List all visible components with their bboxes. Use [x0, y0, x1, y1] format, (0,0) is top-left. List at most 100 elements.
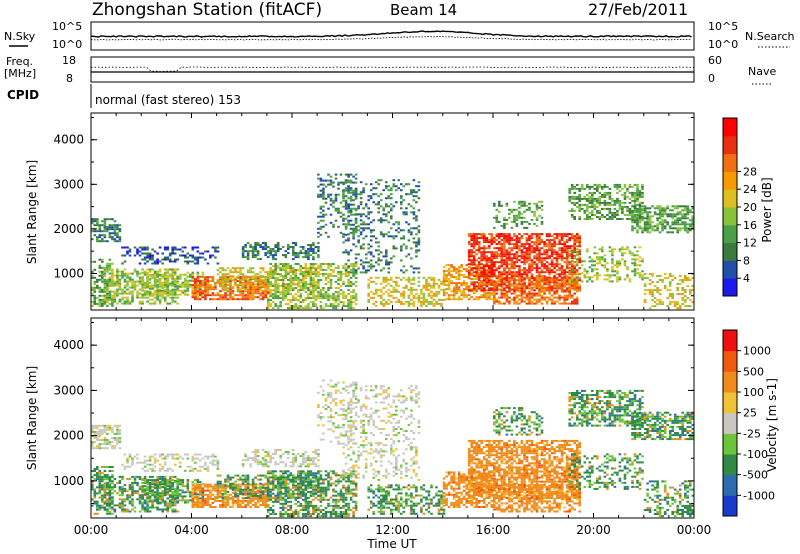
heatmap-cell — [367, 292, 370, 295]
heatmap-cell — [656, 205, 659, 208]
heatmap-cell — [221, 285, 225, 288]
heatmap-cell — [349, 299, 353, 302]
heatmap-cell — [684, 215, 687, 218]
heatmap-cell — [349, 305, 353, 308]
heatmap-cell — [304, 256, 308, 259]
heatmap-cell — [593, 203, 597, 206]
heatmap-cell — [224, 294, 227, 297]
heatmap-cell — [349, 303, 353, 306]
heatmap-cell — [304, 283, 308, 285]
heatmap-cell — [591, 276, 594, 279]
heatmap-cell — [555, 237, 559, 240]
heatmap-cell — [550, 259, 554, 262]
heatmap-cell — [505, 276, 509, 279]
heatmap-cell — [523, 282, 526, 285]
heatmap-cell — [616, 183, 619, 186]
heatmap-cell — [206, 262, 210, 265]
heatmap-cell — [297, 254, 300, 257]
heatmap-cell — [369, 195, 373, 198]
heatmap-cell — [513, 281, 516, 284]
heatmap-cell — [236, 271, 240, 274]
heatmap-cell — [535, 265, 539, 268]
heatmap-cell — [400, 229, 403, 232]
heatmap-cell — [498, 255, 501, 258]
heatmap-cell — [457, 288, 461, 291]
heatmap-cell — [369, 211, 373, 214]
heatmap-cell — [251, 275, 255, 278]
heatmap-cell — [289, 281, 293, 283]
heatmap-cell — [108, 262, 112, 265]
heatmap-cell — [178, 293, 182, 296]
heatmap-cell — [344, 285, 348, 287]
heatmap-cell — [224, 289, 227, 292]
heatmap-cell — [264, 246, 267, 248]
heatmap-cell — [128, 300, 132, 303]
heatmap-cell — [241, 294, 245, 297]
heatmap-cell — [116, 284, 119, 287]
heatmap-cell — [412, 296, 416, 299]
heatmap-cell — [362, 191, 365, 194]
heatmap-cell — [339, 181, 343, 184]
heatmap-cell — [362, 227, 365, 230]
heatmap-cell — [98, 288, 102, 291]
heatmap-cell — [101, 270, 104, 273]
heatmap-cell — [236, 289, 240, 292]
heatmap-cell — [201, 293, 205, 296]
heatmap-cell — [671, 205, 674, 208]
heatmap-cell — [518, 237, 521, 240]
heatmap-cell — [555, 280, 559, 283]
heatmap-cell — [101, 266, 104, 269]
heatmap-cell — [417, 249, 421, 252]
heatmap-cell — [339, 211, 343, 214]
heatmap-cell — [116, 292, 119, 295]
heatmap-cell — [427, 288, 431, 291]
heatmap-cell — [684, 205, 687, 208]
heatmap-cell — [126, 296, 129, 299]
heatmap-cell — [405, 193, 408, 196]
heatmap-cell — [143, 271, 147, 274]
heatmap-cell — [214, 250, 217, 253]
heatmap-cell — [342, 219, 345, 222]
heatmap-cell — [538, 259, 541, 262]
heatmap-cell — [364, 203, 368, 206]
heatmap-cell — [385, 284, 388, 287]
heatmap-cell — [663, 211, 667, 214]
heatmap-cell — [500, 292, 504, 295]
heatmap-cell — [510, 267, 514, 270]
heatmap-cell — [528, 247, 531, 250]
heatmap-cell — [485, 273, 489, 276]
heatmap-cell — [681, 205, 684, 208]
heatmap-cell — [93, 234, 97, 237]
heatmap-cell — [470, 278, 473, 281]
heatmap-cell — [603, 207, 607, 210]
heatmap-cell — [385, 259, 388, 262]
heatmap-cell — [319, 307, 323, 310]
heatmap-cell — [342, 291, 345, 294]
heatmap-cell — [339, 231, 343, 234]
heatmap-cell — [166, 281, 169, 284]
heatmap-cell — [641, 185, 644, 188]
heatmap-cell — [302, 271, 305, 273]
heatmap-cell — [382, 276, 385, 279]
heatmap-cell — [596, 183, 599, 186]
heatmap-cell — [525, 298, 529, 301]
heatmap-cell — [513, 239, 516, 242]
heatmap-cell — [535, 245, 539, 248]
heatmap-cell — [194, 284, 197, 287]
heatmap-cell — [106, 288, 109, 291]
heatmap-cell — [219, 267, 222, 270]
heatmap-cell — [588, 211, 592, 214]
heatmap-cell — [550, 239, 554, 242]
heatmap-cell — [108, 296, 112, 299]
heatmap-cell — [482, 237, 486, 240]
heatmap-cell — [678, 217, 682, 220]
heatmap-cell — [108, 290, 112, 293]
heatmap-cell — [631, 211, 634, 214]
heatmap-cell — [234, 267, 237, 270]
heatmap-cell — [523, 245, 526, 248]
heatmap-cell — [103, 224, 107, 227]
heatmap-cell — [196, 298, 200, 301]
heatmap-cell — [568, 290, 571, 293]
heatmap-cell — [390, 187, 393, 190]
heatmap-cell — [646, 207, 649, 210]
